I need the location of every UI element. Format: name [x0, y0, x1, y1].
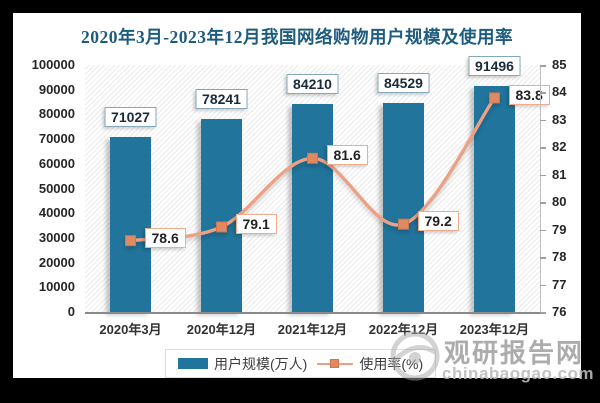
- watermark-name: 观研报告网: [444, 338, 585, 368]
- left-axis-tick-label: 30000: [38, 229, 75, 245]
- bar-value-label: 71027: [104, 106, 157, 127]
- right-axis-line: [540, 65, 541, 312]
- line-value-label: 79.2: [417, 211, 459, 232]
- left-axis-tick-label: 100000: [31, 57, 75, 72]
- left-axis-tick-label: 50000: [38, 180, 75, 196]
- line-value-label: 79.1: [235, 213, 277, 234]
- legend-label: 使用率(%): [359, 355, 424, 372]
- bar-value-label: 78241: [195, 88, 248, 109]
- right-axis-tick: [540, 229, 546, 232]
- line-value-label: 78.6: [144, 227, 186, 248]
- left-axis-tick-label: 0: [67, 304, 75, 319]
- right-axis-tick: [540, 202, 546, 204]
- right-axis-tick: [540, 92, 546, 94]
- right-axis-tick: [540, 257, 546, 259]
- line-marker: [216, 221, 227, 233]
- legend-label: 用户规模(万人): [214, 355, 308, 372]
- legend-bar-swatch: [178, 358, 208, 369]
- right-axis-tick: [540, 284, 546, 287]
- line-value-label: 83.8: [508, 84, 550, 105]
- watermark-domain: chinabaogao.com: [442, 364, 595, 383]
- line-marker: [489, 92, 500, 104]
- usage-rate-line: [130, 96, 496, 243]
- right-axis-tick-label: 79: [552, 221, 567, 237]
- right-axis-tick-label: 78: [552, 249, 567, 265]
- legend: 用户规模(万人) 使用率(%): [165, 349, 437, 378]
- left-axis-tick-label: 70000: [38, 131, 75, 147]
- x-axis-label: 2021年12月: [277, 322, 348, 337]
- line-marker: [307, 152, 318, 164]
- left-axis-tick-label: 40000: [38, 205, 75, 221]
- right-axis-tick: [540, 147, 546, 149]
- x-axis-label: 2020年12月: [186, 322, 257, 337]
- left-axis-tick-label: 10000: [38, 279, 75, 295]
- bar-value-label: 91496: [468, 56, 521, 76]
- left-axis-tick-label: 60000: [38, 155, 75, 171]
- bar: [110, 136, 151, 312]
- chart-title: 2020年3月-2023年12月我国网络购物用户规模及使用率: [80, 27, 514, 47]
- x-axis-line: [85, 312, 541, 314]
- right-axis-tick-label: 85: [552, 57, 567, 72]
- bar-value-label: 84529: [377, 73, 430, 94]
- right-axis-tick-label: 82: [552, 139, 567, 155]
- bar-value-label: 84210: [286, 74, 339, 94]
- line-marker: [398, 218, 409, 230]
- bar: [292, 104, 333, 312]
- legend-line-swatch: [317, 358, 354, 369]
- right-axis-tick-label: 84: [552, 84, 567, 100]
- usage-rate-line-layer: [125, 92, 500, 247]
- right-axis-tick: [540, 312, 546, 314]
- right-axis-tick-label: 76: [552, 304, 567, 319]
- right-axis-tick-label: 77: [552, 276, 567, 292]
- legend-item: 用户规模(万人): [178, 354, 307, 374]
- x-axis-label: 2023年12月: [459, 322, 530, 337]
- left-axis-tick-label: 20000: [38, 254, 75, 270]
- right-axis-tick: [540, 119, 546, 122]
- legend-item: 使用率(%): [317, 354, 423, 374]
- x-axis-label: 2022年12月: [368, 322, 439, 337]
- line-value-label: 81.6: [326, 145, 368, 166]
- left-axis-tick-label: 80000: [38, 106, 75, 122]
- left-axis-tick-label: 90000: [38, 81, 75, 97]
- x-axis-label: 2020年3月: [99, 322, 162, 337]
- bar: [201, 118, 242, 312]
- right-axis-tick: [540, 65, 546, 67]
- bar: [383, 103, 424, 312]
- chart-panel: 2020年3月-2023年12月我国网络购物用户规模及使用率 71027 7824…: [13, 13, 594, 383]
- right-axis-tick-label: 81: [552, 166, 567, 182]
- right-axis-tick-label: 83: [552, 111, 567, 127]
- right-axis-tick-label: 80: [552, 194, 567, 210]
- right-axis-tick: [540, 174, 546, 177]
- line-marker: [125, 235, 136, 247]
